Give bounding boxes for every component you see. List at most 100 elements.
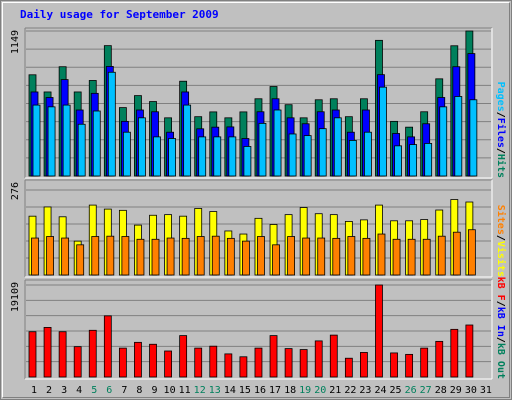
bar-sites-day-27: [422, 238, 431, 276]
legend-item: /: [495, 235, 506, 241]
x-tick-day-2: 2: [46, 385, 52, 396]
x-tick-day-4: 4: [76, 385, 82, 396]
ymax-label-visits-sites: 276: [10, 182, 21, 200]
bar-kb-f-day-2: [43, 327, 52, 378]
legend-hits-files-pages: Pages/Files/Hits: [495, 82, 507, 178]
bar-pages-day-21: [333, 117, 342, 177]
bar-pages-day-26: [409, 144, 418, 177]
bar-kb-f-day-4: [73, 346, 82, 378]
legend-item: kB In: [495, 307, 506, 337]
bar-pages-day-9: [153, 136, 161, 177]
legend-item: /: [495, 112, 506, 118]
bar-pages-day-24: [379, 86, 387, 177]
legend-kbytes: kB F/kB In/kB Out: [495, 277, 506, 379]
bar-sites-day-14: [226, 237, 235, 276]
bar-kb-f-day-7: [118, 347, 127, 378]
bar-kb-f-day-24: [375, 284, 383, 378]
bar-sites-day-5: [91, 236, 100, 276]
bar-kb-f-day-12: [194, 347, 203, 378]
bar-pages-day-12: [198, 136, 207, 177]
legend-visits-sites: Sites/Visits: [495, 205, 507, 277]
series-sites: [31, 229, 476, 276]
bar-kb-f-day-10: [164, 350, 172, 378]
bar-pages-day-17: [273, 109, 282, 177]
x-tick-day-21: 21: [329, 385, 341, 396]
bar-sites-day-15: [242, 240, 250, 276]
bar-sites-day-28: [437, 235, 446, 276]
bar-sites-day-26: [407, 238, 416, 276]
chart-title: Daily usage for September 2009: [20, 8, 219, 21]
x-tick-day-29: 29: [450, 385, 462, 396]
bar-pages-day-16: [258, 122, 267, 177]
bar-sites-day-1: [31, 237, 39, 276]
x-tick-day-12: 12: [194, 385, 206, 396]
series-kb-f: [28, 284, 474, 378]
bar-kb-f-day-8: [134, 341, 142, 378]
bar-pages-day-6: [107, 71, 116, 177]
bar-kb-f-day-19: [299, 349, 308, 378]
bar-pages-day-7: [122, 131, 131, 177]
bar-kb-f-day-3: [58, 331, 67, 378]
bar-pages-day-3: [62, 104, 71, 177]
bar-sites-day-2: [46, 236, 54, 276]
x-tick-day-31: 31: [480, 385, 492, 396]
bar-sites-day-30: [467, 229, 476, 276]
x-tick-day-27: 27: [420, 385, 432, 396]
bar-sites-day-20: [317, 237, 326, 276]
x-tick-day-1: 1: [31, 385, 37, 396]
bar-kb-f-day-20: [314, 340, 323, 378]
bar-sites-day-24: [377, 233, 386, 276]
x-tick-day-30: 30: [465, 385, 477, 396]
bar-pages-day-23: [364, 131, 372, 177]
x-tick-day-15: 15: [239, 385, 251, 396]
bar-pages-day-28: [439, 106, 448, 177]
bar-pages-day-4: [77, 123, 86, 177]
bar-pages-day-13: [213, 136, 222, 177]
bar-kb-f-day-25: [390, 352, 398, 378]
legend-item: Sites: [495, 205, 507, 235]
x-tick-day-20: 20: [314, 385, 326, 396]
bar-sites-day-17: [272, 244, 280, 276]
ymax-label-hits-files-pages: 1149: [10, 30, 21, 54]
bar-sites-day-9: [151, 238, 160, 276]
legend-item: Files: [495, 118, 507, 148]
legend-item: Visits: [495, 241, 507, 277]
bar-sites-day-7: [121, 236, 130, 276]
legend-item: Pages: [495, 82, 506, 112]
bar-sites-day-4: [76, 244, 85, 276]
x-tick-day-26: 26: [405, 385, 417, 396]
x-tick-day-19: 19: [299, 385, 311, 396]
panel-hits-files-pages: [24, 27, 493, 179]
bar-pages-day-22: [348, 140, 357, 177]
bar-kb-f-day-27: [420, 347, 429, 378]
legend-item: Hits: [495, 154, 507, 178]
bar-sites-day-22: [347, 236, 356, 276]
bar-pages-day-8: [138, 117, 146, 177]
legend-item: /: [495, 148, 506, 154]
bar-kb-f-day-6: [103, 315, 112, 378]
legend-item: kB Out: [495, 343, 506, 379]
bar-pages-day-5: [92, 110, 101, 177]
bar-pages-day-10: [168, 138, 176, 177]
bar-sites-day-3: [61, 237, 70, 276]
bar-sites-day-19: [302, 237, 311, 276]
bar-sites-day-29: [452, 231, 461, 276]
x-axis-labels: 1 2 3 4 5 6 7 8 9 10 11 12 13 14 15 16 17 18 19 20 21 22 23 24 2…: [31, 385, 492, 396]
x-tick-day-10: 10: [164, 385, 176, 396]
bar-kb-f-day-30: [465, 324, 474, 378]
bar-kb-f-day-14: [224, 353, 233, 378]
x-tick-day-5: 5: [91, 385, 97, 396]
x-tick-day-8: 8: [136, 385, 142, 396]
x-tick-day-11: 11: [179, 385, 191, 396]
bar-sites-day-25: [392, 238, 401, 276]
x-tick-day-23: 23: [359, 385, 371, 396]
x-tick-day-14: 14: [224, 385, 236, 396]
x-tick-day-3: 3: [61, 385, 67, 396]
bar-kb-f-day-11: [179, 335, 188, 378]
panel-kbytes: [24, 279, 493, 380]
bar-sites-day-10: [166, 237, 175, 276]
x-tick-day-18: 18: [284, 385, 296, 396]
bar-sites-day-11: [181, 237, 190, 276]
bar-sites-day-23: [362, 237, 371, 276]
